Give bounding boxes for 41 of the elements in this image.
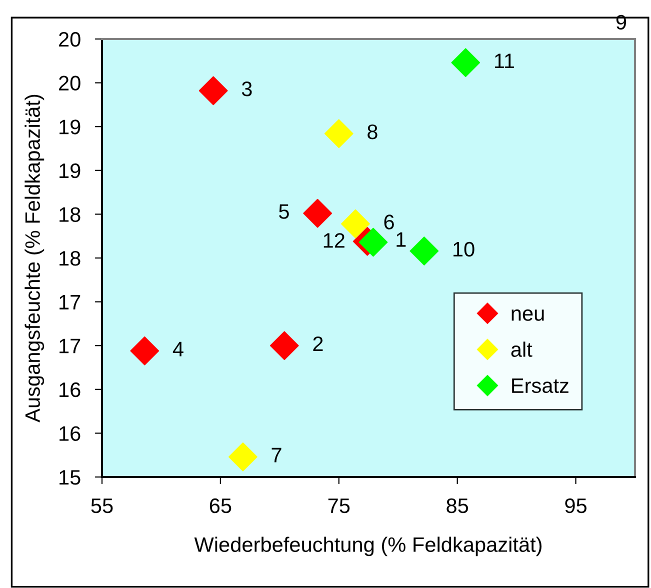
annotation: 4 xyxy=(172,342,184,356)
legend-label: Ersatz xyxy=(512,378,568,394)
x-tick-label: 95 xyxy=(565,498,586,514)
legend-label: neu xyxy=(512,309,544,321)
y-tick-label: 18 xyxy=(60,207,80,222)
point xyxy=(303,198,332,228)
y-tick-label: 17 xyxy=(60,295,80,310)
annotation: 5 xyxy=(279,204,289,219)
y-tick-label: 16 xyxy=(60,426,80,441)
y-tick-label: 15 xyxy=(60,470,80,485)
y-tick-label: 19 xyxy=(60,120,80,134)
point xyxy=(358,228,388,257)
annotation: 3 xyxy=(242,82,252,96)
point xyxy=(270,331,299,360)
y-tick-label: 17 xyxy=(60,338,80,354)
annotation: 11 xyxy=(494,54,514,68)
x-axis-title: Wiederbefeuchtung (% Feldkapazität) xyxy=(194,536,542,556)
y-tick-label: 16 xyxy=(60,382,80,398)
point xyxy=(198,76,228,106)
point xyxy=(324,119,354,148)
annotation: 1 xyxy=(396,232,406,247)
annotation: 2 xyxy=(313,336,323,351)
x-tick-label: 75 xyxy=(328,498,350,514)
point xyxy=(130,336,160,366)
annotation: 8 xyxy=(368,124,378,140)
legend-label: alt xyxy=(511,342,532,357)
x-tick-label: 65 xyxy=(210,498,232,514)
point xyxy=(410,236,439,266)
y-tick-label: 18 xyxy=(60,251,80,266)
point xyxy=(451,48,480,78)
annotation: 7 xyxy=(272,448,282,462)
annotation: 12 xyxy=(324,233,344,248)
y-axis-title: Ausgangsfeuchte (% Feldkapazität) xyxy=(24,94,44,422)
x-tick-label: 85 xyxy=(446,498,468,514)
annotation: 6 xyxy=(384,214,394,230)
y-tick-label: 20 xyxy=(59,32,80,47)
point xyxy=(228,442,258,472)
x-tick-label: 55 xyxy=(91,498,113,514)
annotation: 10 xyxy=(454,242,474,257)
y-tick-label: 19 xyxy=(60,163,80,178)
y-tick-label: 20 xyxy=(59,76,80,91)
